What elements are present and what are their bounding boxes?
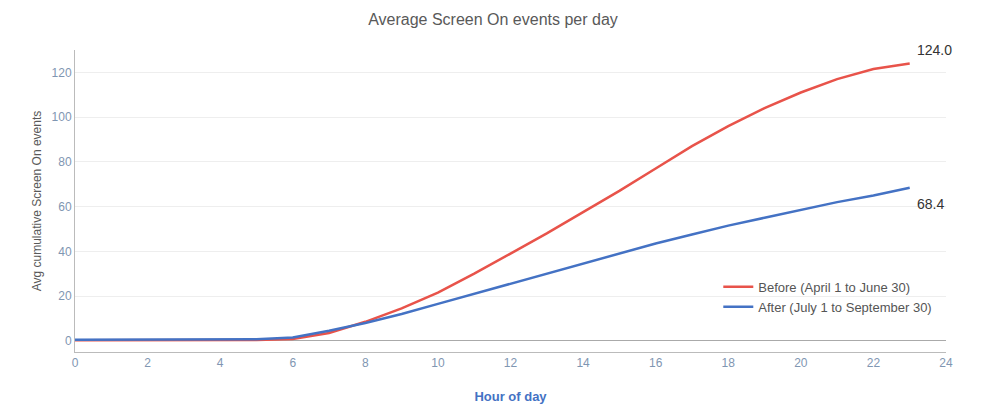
svg-text:Hour of day: Hour of day bbox=[474, 389, 547, 404]
svg-text:18: 18 bbox=[722, 356, 736, 370]
svg-text:40: 40 bbox=[58, 245, 72, 259]
svg-text:2: 2 bbox=[144, 356, 151, 370]
svg-text:14: 14 bbox=[576, 356, 590, 370]
svg-text:68.4: 68.4 bbox=[917, 196, 944, 212]
svg-text:12: 12 bbox=[504, 356, 518, 370]
svg-text:16: 16 bbox=[649, 356, 663, 370]
svg-text:24: 24 bbox=[939, 356, 953, 370]
svg-text:8: 8 bbox=[362, 356, 369, 370]
svg-text:100: 100 bbox=[52, 110, 72, 124]
svg-text:Average Screen On events per d: Average Screen On events per day bbox=[368, 11, 618, 28]
svg-text:20: 20 bbox=[58, 289, 72, 303]
svg-text:4: 4 bbox=[217, 356, 224, 370]
svg-text:After (July 1 to September 30): After (July 1 to September 30) bbox=[758, 300, 931, 315]
svg-text:120: 120 bbox=[52, 66, 72, 80]
svg-text:10: 10 bbox=[431, 356, 445, 370]
svg-text:80: 80 bbox=[58, 155, 72, 169]
svg-text:22: 22 bbox=[867, 356, 881, 370]
svg-text:Before (April 1 to June 30): Before (April 1 to June 30) bbox=[758, 280, 910, 295]
svg-text:20: 20 bbox=[794, 356, 808, 370]
svg-text:Avg cumulative Screen On event: Avg cumulative Screen On events bbox=[30, 111, 44, 292]
svg-text:0: 0 bbox=[72, 356, 79, 370]
svg-text:0: 0 bbox=[65, 334, 72, 348]
svg-text:6: 6 bbox=[289, 356, 296, 370]
svg-text:60: 60 bbox=[58, 200, 72, 214]
svg-text:124.0: 124.0 bbox=[917, 42, 952, 58]
